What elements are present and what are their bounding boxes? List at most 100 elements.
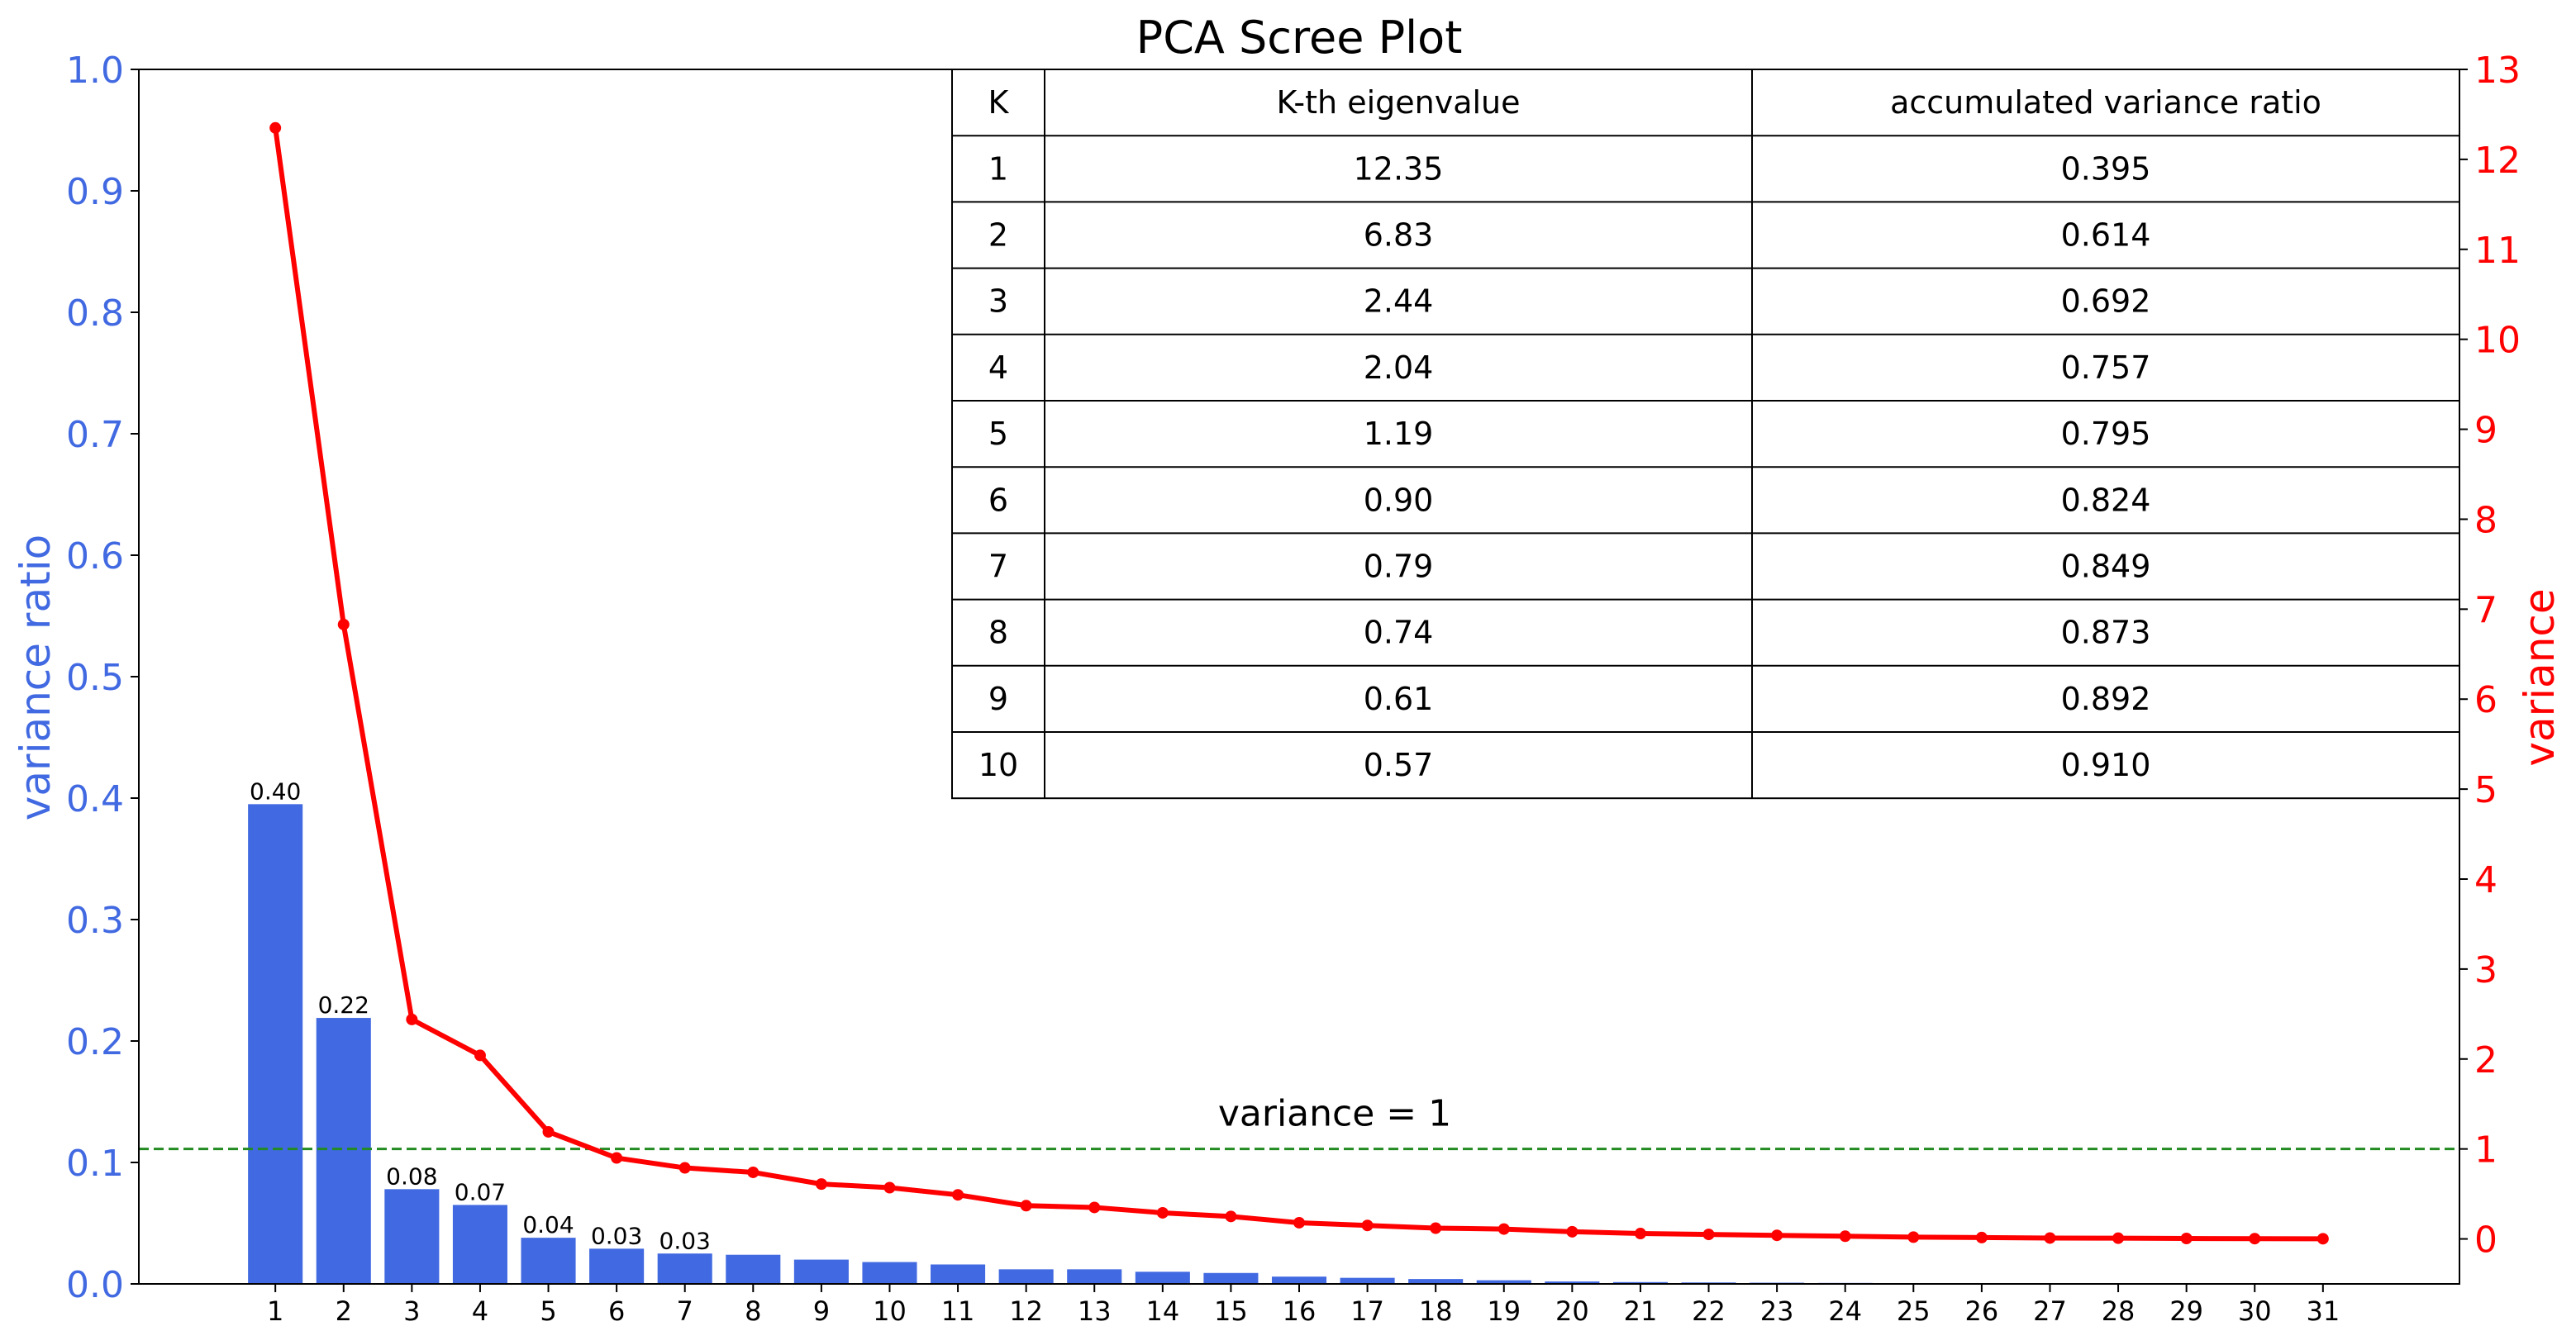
x-tick-label: 28: [2102, 1295, 2136, 1327]
left-tick-label: 0.1: [66, 1143, 124, 1185]
chart-title: PCA Scree Plot: [1136, 12, 1463, 64]
eigenvalue-point-22: [1702, 1229, 1715, 1241]
x-tick-label: 16: [1283, 1295, 1317, 1327]
table-row: 8 0.74 0.873: [988, 615, 2150, 651]
x-tick-label: 1: [267, 1295, 283, 1327]
left-tick-label: 0.5: [66, 657, 124, 699]
table-cell: 0.892: [2061, 681, 2151, 717]
right-tick-label: 4: [2474, 859, 2497, 901]
eigenvalue-point-24: [1839, 1230, 1851, 1243]
table-cell: 4: [988, 349, 1008, 386]
eigenvalue-point-9: [815, 1178, 827, 1191]
bar-10: [862, 1262, 917, 1284]
x-tick-label: 19: [1487, 1295, 1521, 1327]
eigenvalue-point-27: [2044, 1232, 2056, 1244]
left-tick-label: 0.6: [66, 535, 124, 578]
x-tick-label: 31: [2306, 1295, 2340, 1327]
table-cell: 2.44: [1364, 283, 1434, 320]
eigenvalue-point-7: [679, 1162, 691, 1174]
table-cell: 2.04: [1364, 349, 1434, 386]
table-cell: 0.824: [2061, 482, 2151, 518]
eigenvalue-point-3: [406, 1013, 418, 1025]
bar-13: [1067, 1269, 1122, 1284]
left-tick-label: 0.8: [66, 292, 124, 335]
bar-19: [1476, 1280, 1531, 1284]
right-tick-label: 11: [2474, 230, 2521, 272]
table-row: 7 0.79 0.849: [988, 549, 2150, 585]
bar-21: [1612, 1281, 1668, 1284]
table-cell: 8: [988, 615, 1008, 651]
table-cell: 0.395: [2061, 150, 2151, 187]
eigenvalue-point-8: [747, 1166, 759, 1178]
table-cell: 0.910: [2061, 747, 2151, 783]
x-tick-label: 18: [1419, 1295, 1453, 1327]
left-tick-label: 1.0: [66, 50, 124, 92]
table-row: 5 1.19 0.795: [988, 416, 2150, 452]
eigenvalue-point-12: [1020, 1200, 1032, 1212]
x-tick-label: 26: [1965, 1295, 1999, 1327]
left-tick-label: 0.3: [66, 900, 124, 942]
right-axis-label: variance: [2516, 588, 2564, 766]
x-tick-label: 27: [2033, 1295, 2067, 1327]
eigenvalue-point-2: [337, 618, 350, 630]
right-tick-label: 12: [2474, 140, 2521, 182]
eigenvalue-point-15: [1225, 1210, 1237, 1223]
table-frame: [951, 69, 2460, 800]
x-tick-label: 2: [336, 1295, 352, 1327]
right-tick-label: 5: [2474, 769, 2497, 811]
bar-value-labels: 0.40 0.22 0.08 0.07 0.04 0.03 0.03: [250, 777, 711, 1254]
eigenvalue-point-23: [1771, 1229, 1783, 1242]
x-tick-label: 4: [472, 1295, 488, 1327]
eigenvalue-point-11: [952, 1189, 964, 1201]
eigenvalue-point-25: [1907, 1231, 1920, 1243]
right-tick-label: 3: [2474, 949, 2497, 991]
bar-label-4: 0.07: [455, 1178, 506, 1205]
x-tick-label: 13: [1078, 1295, 1112, 1327]
table-cell: 0.57: [1364, 747, 1434, 783]
eigenvalue-point-19: [1498, 1223, 1510, 1235]
right-tick-label: 7: [2474, 589, 2497, 631]
table-cell: 9: [988, 681, 1008, 717]
eigenvalue-points: [269, 121, 2329, 1245]
right-tick-label: 1: [2474, 1129, 2497, 1172]
eigenvalue-point-10: [883, 1181, 896, 1194]
bar-4: [452, 1205, 507, 1284]
x-tick-label: 12: [1009, 1295, 1043, 1327]
bar-series: [248, 804, 2350, 1284]
eigenvalue-point-13: [1088, 1201, 1101, 1214]
eigenvalue-point-14: [1156, 1206, 1169, 1219]
table-cell: 5: [988, 416, 1008, 452]
x-tick-label: 10: [873, 1295, 907, 1327]
x-tick-label: 9: [813, 1295, 830, 1327]
eigenvalue-point-16: [1293, 1216, 1305, 1229]
eigenvalue-point-29: [2180, 1233, 2193, 1245]
bar-9: [793, 1259, 849, 1284]
bar-1: [248, 804, 303, 1284]
table-row: 10 0.57 0.910: [978, 747, 2151, 783]
bar-20: [1545, 1281, 1600, 1284]
bar-7: [657, 1253, 712, 1284]
right-tick-label: 13: [2474, 50, 2521, 92]
right-tick-label: 2: [2474, 1039, 2497, 1081]
table-row: 3 2.44 0.692: [988, 283, 2150, 320]
x-tick-label: 24: [1828, 1295, 1862, 1327]
table-cell: 6: [988, 482, 1008, 518]
x-tick-label: 25: [1897, 1295, 1931, 1327]
table-cell: 7: [988, 549, 1008, 585]
bar-12: [998, 1269, 1054, 1284]
x-tick-label: 5: [540, 1295, 556, 1327]
table-cell: 0.757: [2061, 349, 2151, 386]
table-cell: 2: [988, 217, 1008, 254]
bar-label-2: 0.22: [318, 991, 369, 1019]
table-cell: 3: [988, 283, 1008, 320]
table-row: 2 6.83 0.614: [988, 217, 2150, 254]
bar-18: [1408, 1279, 1464, 1284]
x-tick-label: 6: [608, 1295, 625, 1327]
x-tick-label: 8: [745, 1295, 761, 1327]
table-header-cell: K-th eigenvalue: [1276, 84, 1520, 121]
x-tick-label: 29: [2169, 1295, 2203, 1327]
table-header-cell: K: [988, 84, 1010, 121]
left-tick-label: 0.0: [66, 1264, 124, 1306]
